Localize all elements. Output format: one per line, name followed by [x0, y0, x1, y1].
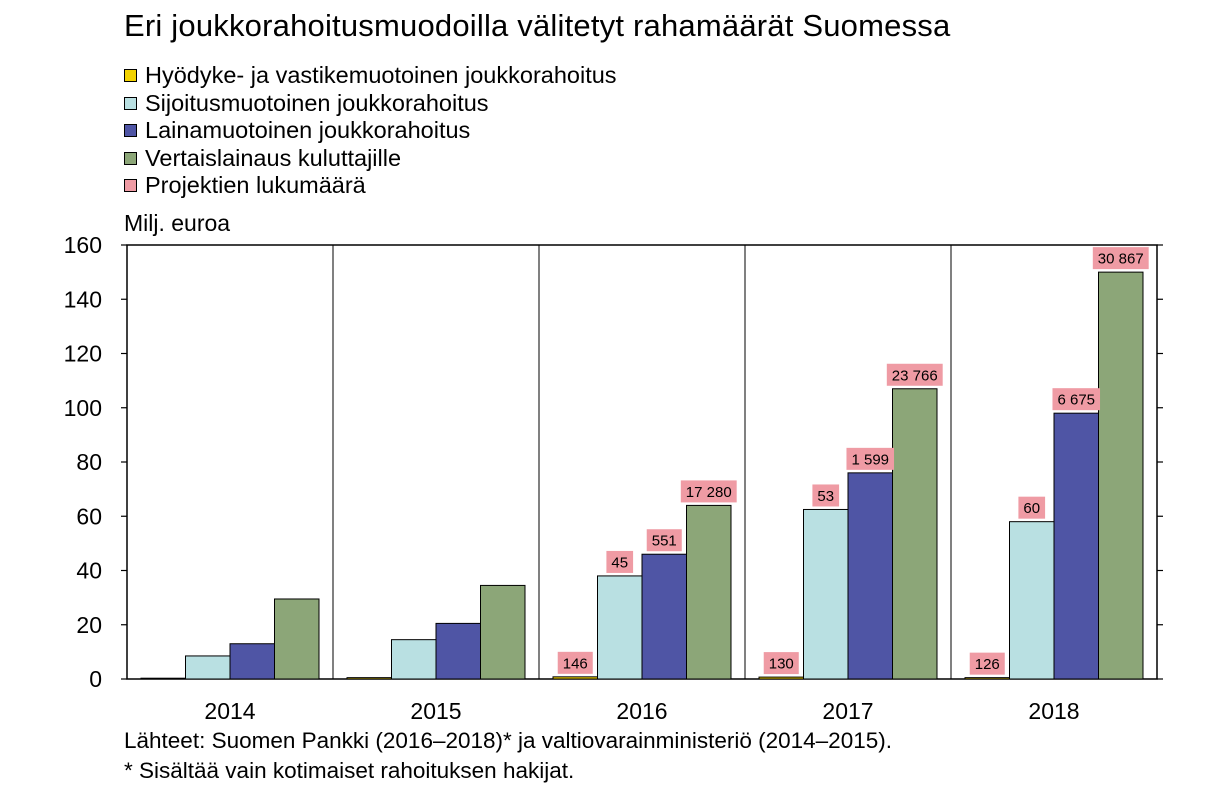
- project-count-text: 45: [611, 554, 628, 571]
- project-count-text: 1 599: [851, 451, 889, 468]
- chart-title: Eri joukkorahoitusmuodoilla välitetyt ra…: [124, 8, 951, 43]
- bar: [185, 655, 231, 680]
- bar: [140, 677, 186, 680]
- x-tick-label: 2015: [410, 698, 461, 724]
- y-tick-label: 60: [76, 503, 102, 529]
- project-count-box: [1018, 496, 1046, 519]
- y-tick-label: 0: [89, 666, 102, 692]
- bar: [758, 676, 804, 680]
- legend-swatch-projektit: [124, 179, 137, 193]
- y-tick-label: 20: [76, 612, 102, 638]
- project-count-text: 60: [1023, 500, 1040, 517]
- legend-swatch-laina: [124, 124, 137, 138]
- legend-label-sijoitus: Sijoitusmuotoinen joukkorahoitus: [145, 89, 489, 116]
- y-tick-label: 160: [64, 232, 102, 258]
- project-count-text: 30 867: [1098, 251, 1144, 268]
- legend-label-projektit: Projektien lukumäärä: [145, 172, 366, 199]
- x-tick-label: 2016: [616, 698, 667, 724]
- project-count-box: [680, 480, 737, 503]
- project-count-label: 6 675: [1052, 388, 1101, 411]
- x-tick-label: 2017: [822, 698, 873, 724]
- project-count-box: [1092, 247, 1149, 270]
- legend-item-vertaislainaus: Vertaislainaus kuluttajille: [124, 145, 617, 173]
- bar: [686, 504, 732, 680]
- project-count-box: [557, 651, 593, 674]
- project-count-text: 551: [652, 533, 677, 550]
- project-count-box: [812, 484, 840, 507]
- project-count-text: 23 766: [892, 367, 938, 384]
- legend-swatch-sijoitus: [124, 96, 137, 110]
- bar: [641, 553, 687, 680]
- bar: [1098, 271, 1144, 680]
- bar: [552, 676, 598, 680]
- bar: [229, 643, 275, 680]
- project-count-box: [606, 550, 634, 573]
- legend-label-laina: Lainamuotoinen joukkorahoitus: [145, 117, 471, 144]
- legend-item-sijoitus: Sijoitusmuotoinen joukkorahoitus: [124, 90, 617, 118]
- y-tick-label: 140: [64, 286, 102, 312]
- project-count-text: 17 280: [686, 484, 732, 501]
- project-count-box: [886, 363, 943, 386]
- legend-swatch-vertaislainaus: [124, 151, 137, 165]
- project-count-label: 146: [557, 651, 593, 674]
- bar: [274, 598, 320, 680]
- x-tick-label: 2018: [1028, 698, 1079, 724]
- legend-item-laina: Lainamuotoinen joukkorahoitus: [124, 117, 617, 145]
- bar: [346, 677, 392, 680]
- bar: [892, 388, 938, 680]
- y-axis-unit-label: Milj. euroa: [124, 210, 231, 236]
- project-count-label: 53: [812, 484, 840, 507]
- x-tick-label: 2014: [204, 698, 255, 724]
- project-count-box: [969, 652, 1005, 675]
- project-count-label: 1 599: [846, 447, 895, 470]
- bar: [391, 639, 437, 680]
- legend-item-hyodyke: Hyödyke- ja vastikemuotoinen joukkorahoi…: [124, 62, 617, 90]
- bar: [435, 622, 481, 680]
- project-count-text: 130: [769, 656, 794, 673]
- project-count-label: 551: [646, 529, 682, 552]
- legend-label-vertaislainaus: Vertaislainaus kuluttajille: [145, 144, 402, 171]
- y-tick-label: 100: [64, 395, 102, 421]
- project-count-box: [846, 447, 895, 470]
- legend: Hyödyke- ja vastikemuotoinen joukkorahoi…: [124, 62, 617, 200]
- footnote: * Sisältää vain kotimaiset rahoituksen h…: [124, 758, 575, 783]
- project-count-label: 130: [763, 652, 799, 675]
- project-count-text: 6 675: [1057, 392, 1095, 409]
- bar: [847, 472, 893, 680]
- project-count-text: 146: [563, 655, 588, 672]
- project-count-text: 53: [817, 488, 834, 505]
- source-note: Lähteet: Suomen Pankki (2016–2018)* ja v…: [124, 728, 892, 753]
- y-tick-label: 40: [76, 558, 102, 584]
- legend-label-hyodyke: Hyödyke- ja vastikemuotoinen joukkorahoi…: [145, 62, 617, 89]
- project-count-label: 17 280: [680, 480, 737, 503]
- y-tick-label: 80: [76, 449, 102, 475]
- project-count-box: [1052, 388, 1101, 411]
- project-count-box: [646, 529, 682, 552]
- bar: [803, 508, 849, 680]
- project-count-label: 23 766: [886, 363, 943, 386]
- project-count-text: 126: [975, 656, 1000, 673]
- bar: [1009, 521, 1055, 680]
- project-count-box: [763, 652, 799, 675]
- project-count-label: 30 867: [1092, 247, 1149, 270]
- project-count-label: 126: [969, 652, 1005, 675]
- y-tick-label: 120: [64, 341, 102, 367]
- project-count-label: 60: [1018, 496, 1046, 519]
- legend-item-projektit: Projektien lukumäärä: [124, 172, 617, 200]
- legend-swatch-hyodyke: [124, 69, 137, 83]
- bar: [1053, 412, 1099, 680]
- project-count-label: 45: [606, 550, 634, 573]
- bar: [964, 677, 1010, 680]
- bar: [597, 575, 643, 680]
- bar: [480, 584, 526, 680]
